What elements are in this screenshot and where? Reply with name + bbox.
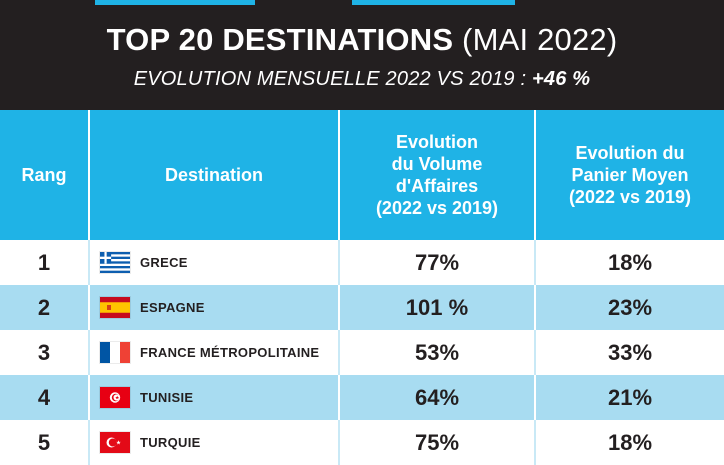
table-row: 2 ESPAGNE 101 % 23% bbox=[0, 285, 724, 330]
page-title: TOP 20 DESTINATIONS (MAI 2022) bbox=[0, 22, 724, 58]
rank-cell: 4 bbox=[0, 375, 90, 420]
destination-cell: TUNISIE bbox=[90, 375, 340, 420]
destination-name: TUNISIE bbox=[140, 390, 194, 405]
rank-cell: 5 bbox=[0, 420, 90, 465]
accent-bar bbox=[95, 0, 255, 5]
table-row: 5 TURQUIE 75% 18% bbox=[0, 420, 724, 465]
destinations-table: Rang Destination Evolution du Volume d'A… bbox=[0, 110, 724, 465]
destination-cell: GRECE bbox=[90, 240, 340, 285]
accent-bar bbox=[352, 0, 515, 5]
subtitle-value: +46 % bbox=[532, 68, 591, 90]
volume-cell: 64% bbox=[340, 375, 536, 420]
destination-cell: TURQUIE bbox=[90, 420, 340, 465]
header-volume-line: du Volume bbox=[391, 154, 483, 174]
destination-name: ESPAGNE bbox=[140, 300, 205, 315]
destination-cell: ESPAGNE bbox=[90, 285, 340, 330]
basket-cell: 18% bbox=[607, 249, 653, 275]
table-header: Rang Destination Evolution du Volume d'A… bbox=[0, 110, 724, 240]
destination-name: TURQUIE bbox=[140, 435, 201, 450]
title-period: (MAI 2022) bbox=[462, 22, 618, 57]
table-row: 3 FRANCE MÉTROPOLITAINE 53% 33% bbox=[0, 330, 724, 375]
header-rank: Rang bbox=[0, 110, 90, 240]
header-volume-line: (2022 vs 2019) bbox=[375, 198, 499, 218]
header-volume: Evolution du Volume d'Affaires (2022 vs … bbox=[340, 110, 536, 240]
header-basket: Evolution du Panier Moyen (2022 vs 2019) bbox=[536, 110, 724, 240]
basket-cell: 23% bbox=[607, 294, 653, 320]
title-main: TOP 20 DESTINATIONS bbox=[106, 22, 454, 57]
header-volume-line: d'Affaires bbox=[395, 176, 479, 196]
tunisia-flag-icon bbox=[100, 387, 130, 408]
destination-name: GRECE bbox=[140, 255, 188, 270]
header-volume-line: Evolution bbox=[395, 132, 478, 152]
header-basket-line: Evolution du bbox=[575, 143, 685, 163]
turkey-flag-icon bbox=[100, 432, 130, 453]
volume-cell: 77% bbox=[340, 240, 536, 285]
header-basket-line: (2022 vs 2019) bbox=[568, 187, 692, 207]
france-flag-icon bbox=[100, 342, 130, 363]
header-banner: TOP 20 DESTINATIONS (MAI 2022) EVOLUTION… bbox=[0, 0, 724, 110]
greece-flag-icon bbox=[100, 252, 130, 273]
page-subtitle: EVOLUTION MENSUELLE 2022 VS 2019 : +46 % bbox=[0, 66, 724, 92]
header-destination: Destination bbox=[90, 110, 340, 240]
destination-name: FRANCE MÉTROPOLITAINE bbox=[140, 345, 320, 360]
table-row: 4 TUNISIE 64% 21% bbox=[0, 375, 724, 420]
rank-cell: 2 bbox=[0, 285, 90, 330]
volume-cell: 53% bbox=[340, 330, 536, 375]
header-basket-line: Panier Moyen bbox=[571, 165, 689, 185]
basket-cell: 18% bbox=[607, 429, 653, 455]
basket-cell: 33% bbox=[607, 339, 653, 365]
destination-cell: FRANCE MÉTROPOLITAINE bbox=[90, 330, 340, 375]
volume-cell: 75% bbox=[340, 420, 536, 465]
basket-cell: 21% bbox=[607, 384, 653, 410]
spain-flag-icon bbox=[100, 297, 130, 318]
rank-cell: 3 bbox=[0, 330, 90, 375]
subtitle-text: EVOLUTION MENSUELLE 2022 VS 2019 : bbox=[133, 68, 533, 90]
volume-cell: 101 % bbox=[340, 285, 536, 330]
table-row: 1 GRECE 77% bbox=[0, 240, 724, 285]
rank-cell: 1 bbox=[0, 240, 90, 285]
